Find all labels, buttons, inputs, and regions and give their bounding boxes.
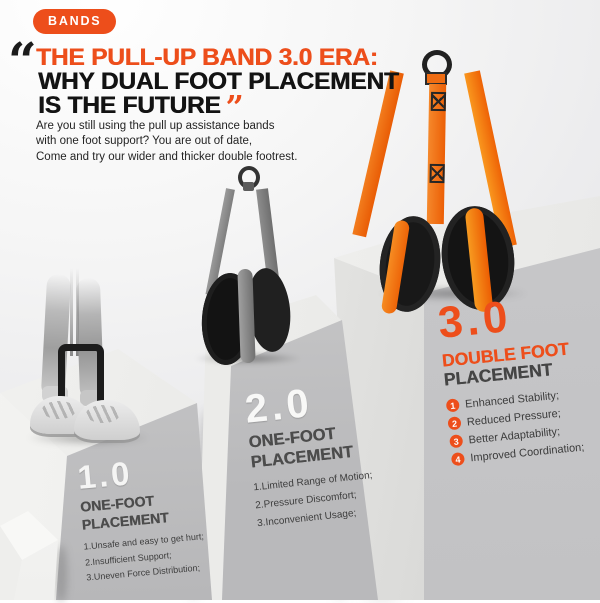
podium-3-0-benefits: 1 Enhanced Stability; 2 Reduced Pressure… <box>445 385 600 467</box>
x-stitch-icon <box>430 91 447 112</box>
headline-line3: IS THE FUTURE” <box>38 91 244 123</box>
foot-strap-handle <box>58 344 104 415</box>
podium-3-0-panel: 3.0 DOUBLE FOOT PLACEMENT 1 Enhanced Sta… <box>436 284 600 471</box>
sneaker-laces <box>86 405 120 423</box>
headline-line2: WHY DUAL FOOT PLACEMENT <box>38 68 399 95</box>
strap-link <box>425 72 447 85</box>
item-number-badge: 1 <box>445 398 460 413</box>
one-foot-band-usage-photo <box>26 268 150 456</box>
item-number-badge: 2 <box>447 416 462 431</box>
close-quote: ” <box>225 88 244 126</box>
resistance-band-tube <box>70 268 73 356</box>
x-stitch-icon <box>429 163 445 184</box>
headline-line1: THE PULL-UP BAND 3.0 ERA: <box>36 44 378 71</box>
bands-badge: BANDS <box>33 9 117 34</box>
strap-link <box>243 182 254 191</box>
podium-2-0-panel: 2.0 ONE-FOOT PLACEMENT 1.Limited Range o… <box>243 374 394 533</box>
orange-dual-foot-band-photo <box>352 48 536 316</box>
item-number-badge: 3 <box>449 434 464 449</box>
intro-line2: with one foot support? You are out of da… <box>36 135 253 148</box>
benefit-text: Better Adaptability; <box>468 425 561 446</box>
open-quote: “ <box>8 31 37 90</box>
sneaker-laces <box>42 401 76 419</box>
shadow-right-of-corner-pedestal <box>55 545 67 603</box>
item-number-badge: 4 <box>450 452 466 467</box>
right-sneaker <box>74 400 140 440</box>
intro-paragraph: Are you still using the pull up assistan… <box>36 119 297 165</box>
gray-one-foot-band-photo <box>194 152 302 367</box>
intro-line1: Are you still using the pull up assistan… <box>36 120 275 132</box>
center-strap <box>426 83 447 225</box>
intro-line3: Come and try our wider and thicker doubl… <box>36 150 298 163</box>
podium-1-0-panel: 1.0 ONE-FOOT PLACEMENT 1.Unsafe and easy… <box>76 447 221 586</box>
headline-line3-text: IS THE FUTURE <box>38 92 221 119</box>
